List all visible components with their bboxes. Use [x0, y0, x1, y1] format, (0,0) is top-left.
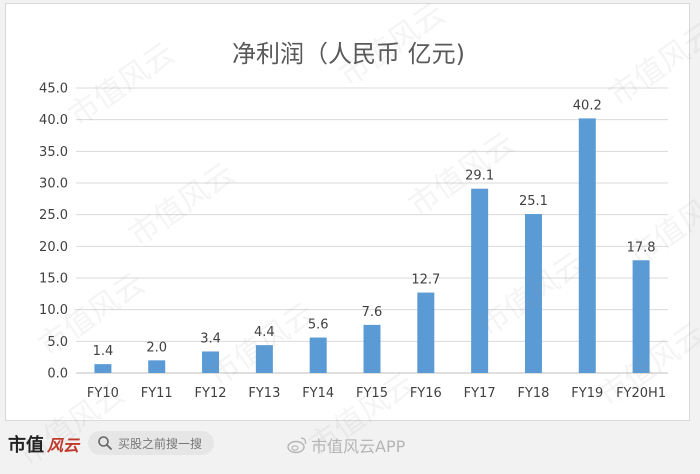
bar: [417, 292, 435, 373]
bar: [524, 214, 542, 373]
bar: [255, 345, 273, 373]
chart-title: 净利润（人民币 亿元): [232, 40, 465, 68]
y-tick-label: 30.0: [39, 177, 68, 192]
brand-logo: 市值 风云: [8, 433, 80, 456]
y-tick-label: 10.0: [39, 303, 68, 318]
bar: [94, 364, 112, 373]
data-label: 17.8: [627, 240, 656, 255]
y-tick-label: 5.0: [47, 335, 68, 350]
bar: [363, 324, 381, 373]
bar: [578, 118, 596, 374]
y-tick-label: 20.0: [39, 240, 68, 255]
x-tick-label: FY11: [141, 386, 173, 401]
chart-card: 净利润（人民币 亿元) 0.0 5.0 10.0 15.0 20.0 25.0 30.0 35…: [5, 3, 690, 421]
data-label: 2.0: [146, 340, 167, 355]
brand-logo-script: 风云: [47, 436, 80, 455]
bar: [202, 351, 220, 373]
y-tick-label: 40.0: [39, 113, 68, 128]
x-tick-label: FY17: [464, 386, 496, 401]
x-tick-label: FY19: [571, 386, 603, 401]
x-tick-label: FY20H1: [616, 386, 666, 401]
x-tick-label: FY16: [410, 386, 442, 401]
x-tick-label: FY13: [248, 386, 280, 401]
weibo-handle[interactable]: 市值风云APP: [287, 433, 405, 457]
bar: [309, 337, 327, 373]
data-label: 5.6: [308, 318, 329, 333]
data-label: 7.6: [362, 305, 383, 320]
y-tick-label: 45.0: [39, 82, 68, 97]
x-tick-label: FY14: [302, 386, 334, 401]
data-label: 29.1: [465, 169, 494, 184]
data-label: 4.4: [254, 325, 275, 340]
x-tick-label: FY10: [87, 386, 119, 401]
bar: [471, 188, 489, 373]
bar: [148, 360, 166, 373]
y-tick-label: 25.0: [39, 208, 68, 223]
search-placeholder: 买股之前搜一搜: [118, 436, 203, 451]
data-label: 12.7: [411, 273, 440, 288]
bar-chart: 0.0 5.0 10.0 15.0 20.0 25.0 30.0 35.0 40.0 45.0 1.…: [39, 82, 668, 401]
data-label: 1.4: [93, 344, 114, 359]
brand-logo-text: 市值: [8, 435, 44, 456]
x-tick-label: FY15: [356, 386, 388, 401]
footer-bar: 市值 风云 买股之前搜一搜 市值风云APP: [0, 421, 700, 466]
data-label: 40.2: [573, 98, 602, 113]
bar: [632, 260, 650, 373]
x-tick-label: FY18: [517, 386, 549, 401]
search-icon: [98, 436, 112, 450]
data-label: 3.4: [200, 331, 221, 346]
data-label: 25.1: [519, 194, 548, 209]
y-tick-label: 0.0: [47, 367, 68, 382]
x-tick-label: FY12: [195, 386, 227, 401]
search-box[interactable]: 买股之前搜一搜: [88, 431, 214, 455]
weibo-handle-text: 市值风云APP: [311, 437, 406, 456]
y-tick-label: 35.0: [39, 145, 68, 160]
weibo-icon: [287, 437, 307, 454]
y-tick-label: 15.0: [39, 272, 68, 287]
